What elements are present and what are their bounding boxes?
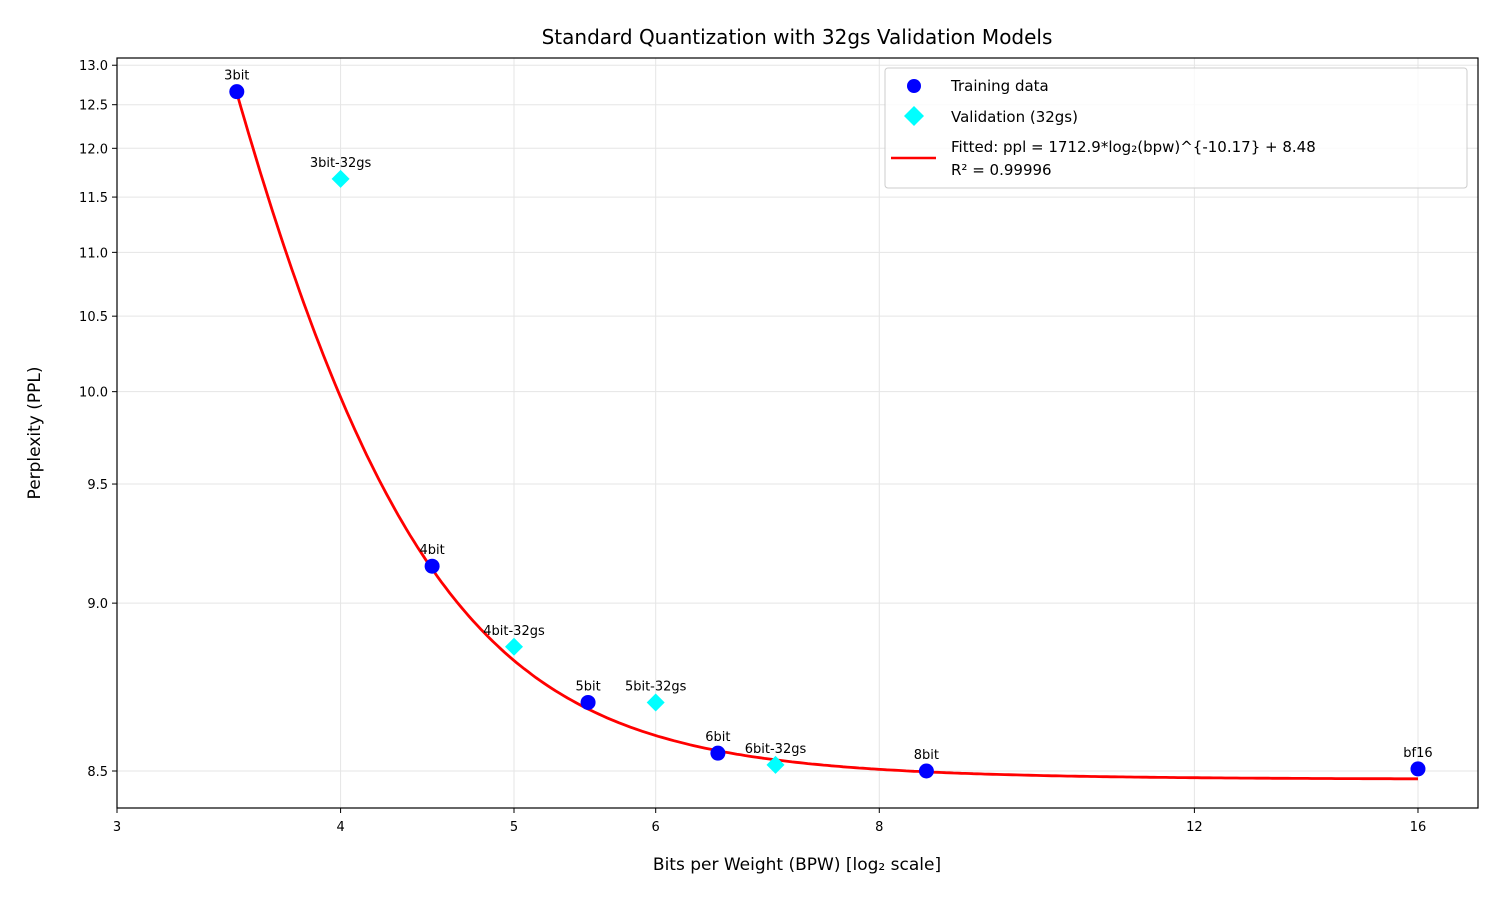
x-tick-label: 4 <box>336 820 344 835</box>
point-label: 5bit <box>575 679 600 694</box>
ticks: 3 4 5 6 8 12 16 8.5 9.0 9.5 10.0 10.5 11.0 11.5 12.0 12… <box>79 59 1426 835</box>
legend-training-marker <box>907 79 921 93</box>
y-tick-label: 11.0 <box>79 246 108 261</box>
validation-point <box>646 693 665 712</box>
point-label: 3bit-32gs <box>310 156 372 171</box>
chart-title: Standard Quantization with 32gs Validati… <box>542 25 1053 49</box>
training-point <box>918 763 934 779</box>
point-label: 5bit-32gs <box>625 679 687 694</box>
x-tick-label: 16 <box>1410 820 1427 835</box>
plot-frame <box>116 57 1479 809</box>
y-tick-label: 13.0 <box>79 59 108 74</box>
point-label: 3bit <box>224 69 249 84</box>
training-point <box>580 694 596 710</box>
legend-r2-label: R² = 0.99996 <box>951 161 1052 179</box>
training-point <box>424 558 440 574</box>
training-point <box>710 745 726 761</box>
validation-point <box>331 169 350 188</box>
legend-validation-label: Validation (32gs) <box>951 108 1078 126</box>
point-label: 8bit <box>914 748 939 763</box>
point-label: 6bit-32gs <box>745 742 807 757</box>
fit-curve <box>235 92 1418 781</box>
x-axis-label: Bits per Weight (BPW) [log₂ scale] <box>653 855 941 875</box>
points: 3bit 4bit 5bit 6bit 8bit bf16 3bit-32gs 4bit-32… <box>224 69 1433 779</box>
y-tick-label: 9.5 <box>87 478 108 493</box>
y-axis-label: Perplexity (PPL) <box>25 367 45 500</box>
x-tick-label: 5 <box>510 820 518 835</box>
legend-validation-marker <box>904 106 924 126</box>
legend-box <box>884 67 1468 189</box>
point-label: 4bit <box>420 543 445 558</box>
y-tick-label: 12.5 <box>79 99 108 114</box>
x-tick-label: 12 <box>1186 820 1203 835</box>
fit-curve-group <box>235 92 1418 781</box>
training-point <box>229 84 245 100</box>
training-point <box>1410 761 1426 777</box>
legend-fit-label: Fitted: ppl = 1712.9*log₂(bpw)^{-10.17} … <box>951 138 1316 156</box>
point-label: 4bit-32gs <box>483 624 545 639</box>
point-label: bf16 <box>1403 746 1432 761</box>
legend: Training data Validation (32gs) Fitted: … <box>884 67 1468 189</box>
y-tick-label: 9.0 <box>87 597 108 612</box>
y-tick-label: 10.5 <box>79 310 108 325</box>
y-tick-label: 11.5 <box>79 191 108 206</box>
y-tick-label: 12.0 <box>79 142 108 157</box>
legend-training-label: Training data <box>950 77 1049 95</box>
x-tick-label: 8 <box>875 820 883 835</box>
x-tick-label: 3 <box>113 820 121 835</box>
y-tick-label: 8.5 <box>87 765 108 780</box>
point-label: 6bit <box>705 730 730 745</box>
validation-point <box>766 755 785 774</box>
x-tick-label: 6 <box>652 820 660 835</box>
y-tick-label: 10.0 <box>79 386 108 401</box>
validation-point <box>505 637 524 656</box>
